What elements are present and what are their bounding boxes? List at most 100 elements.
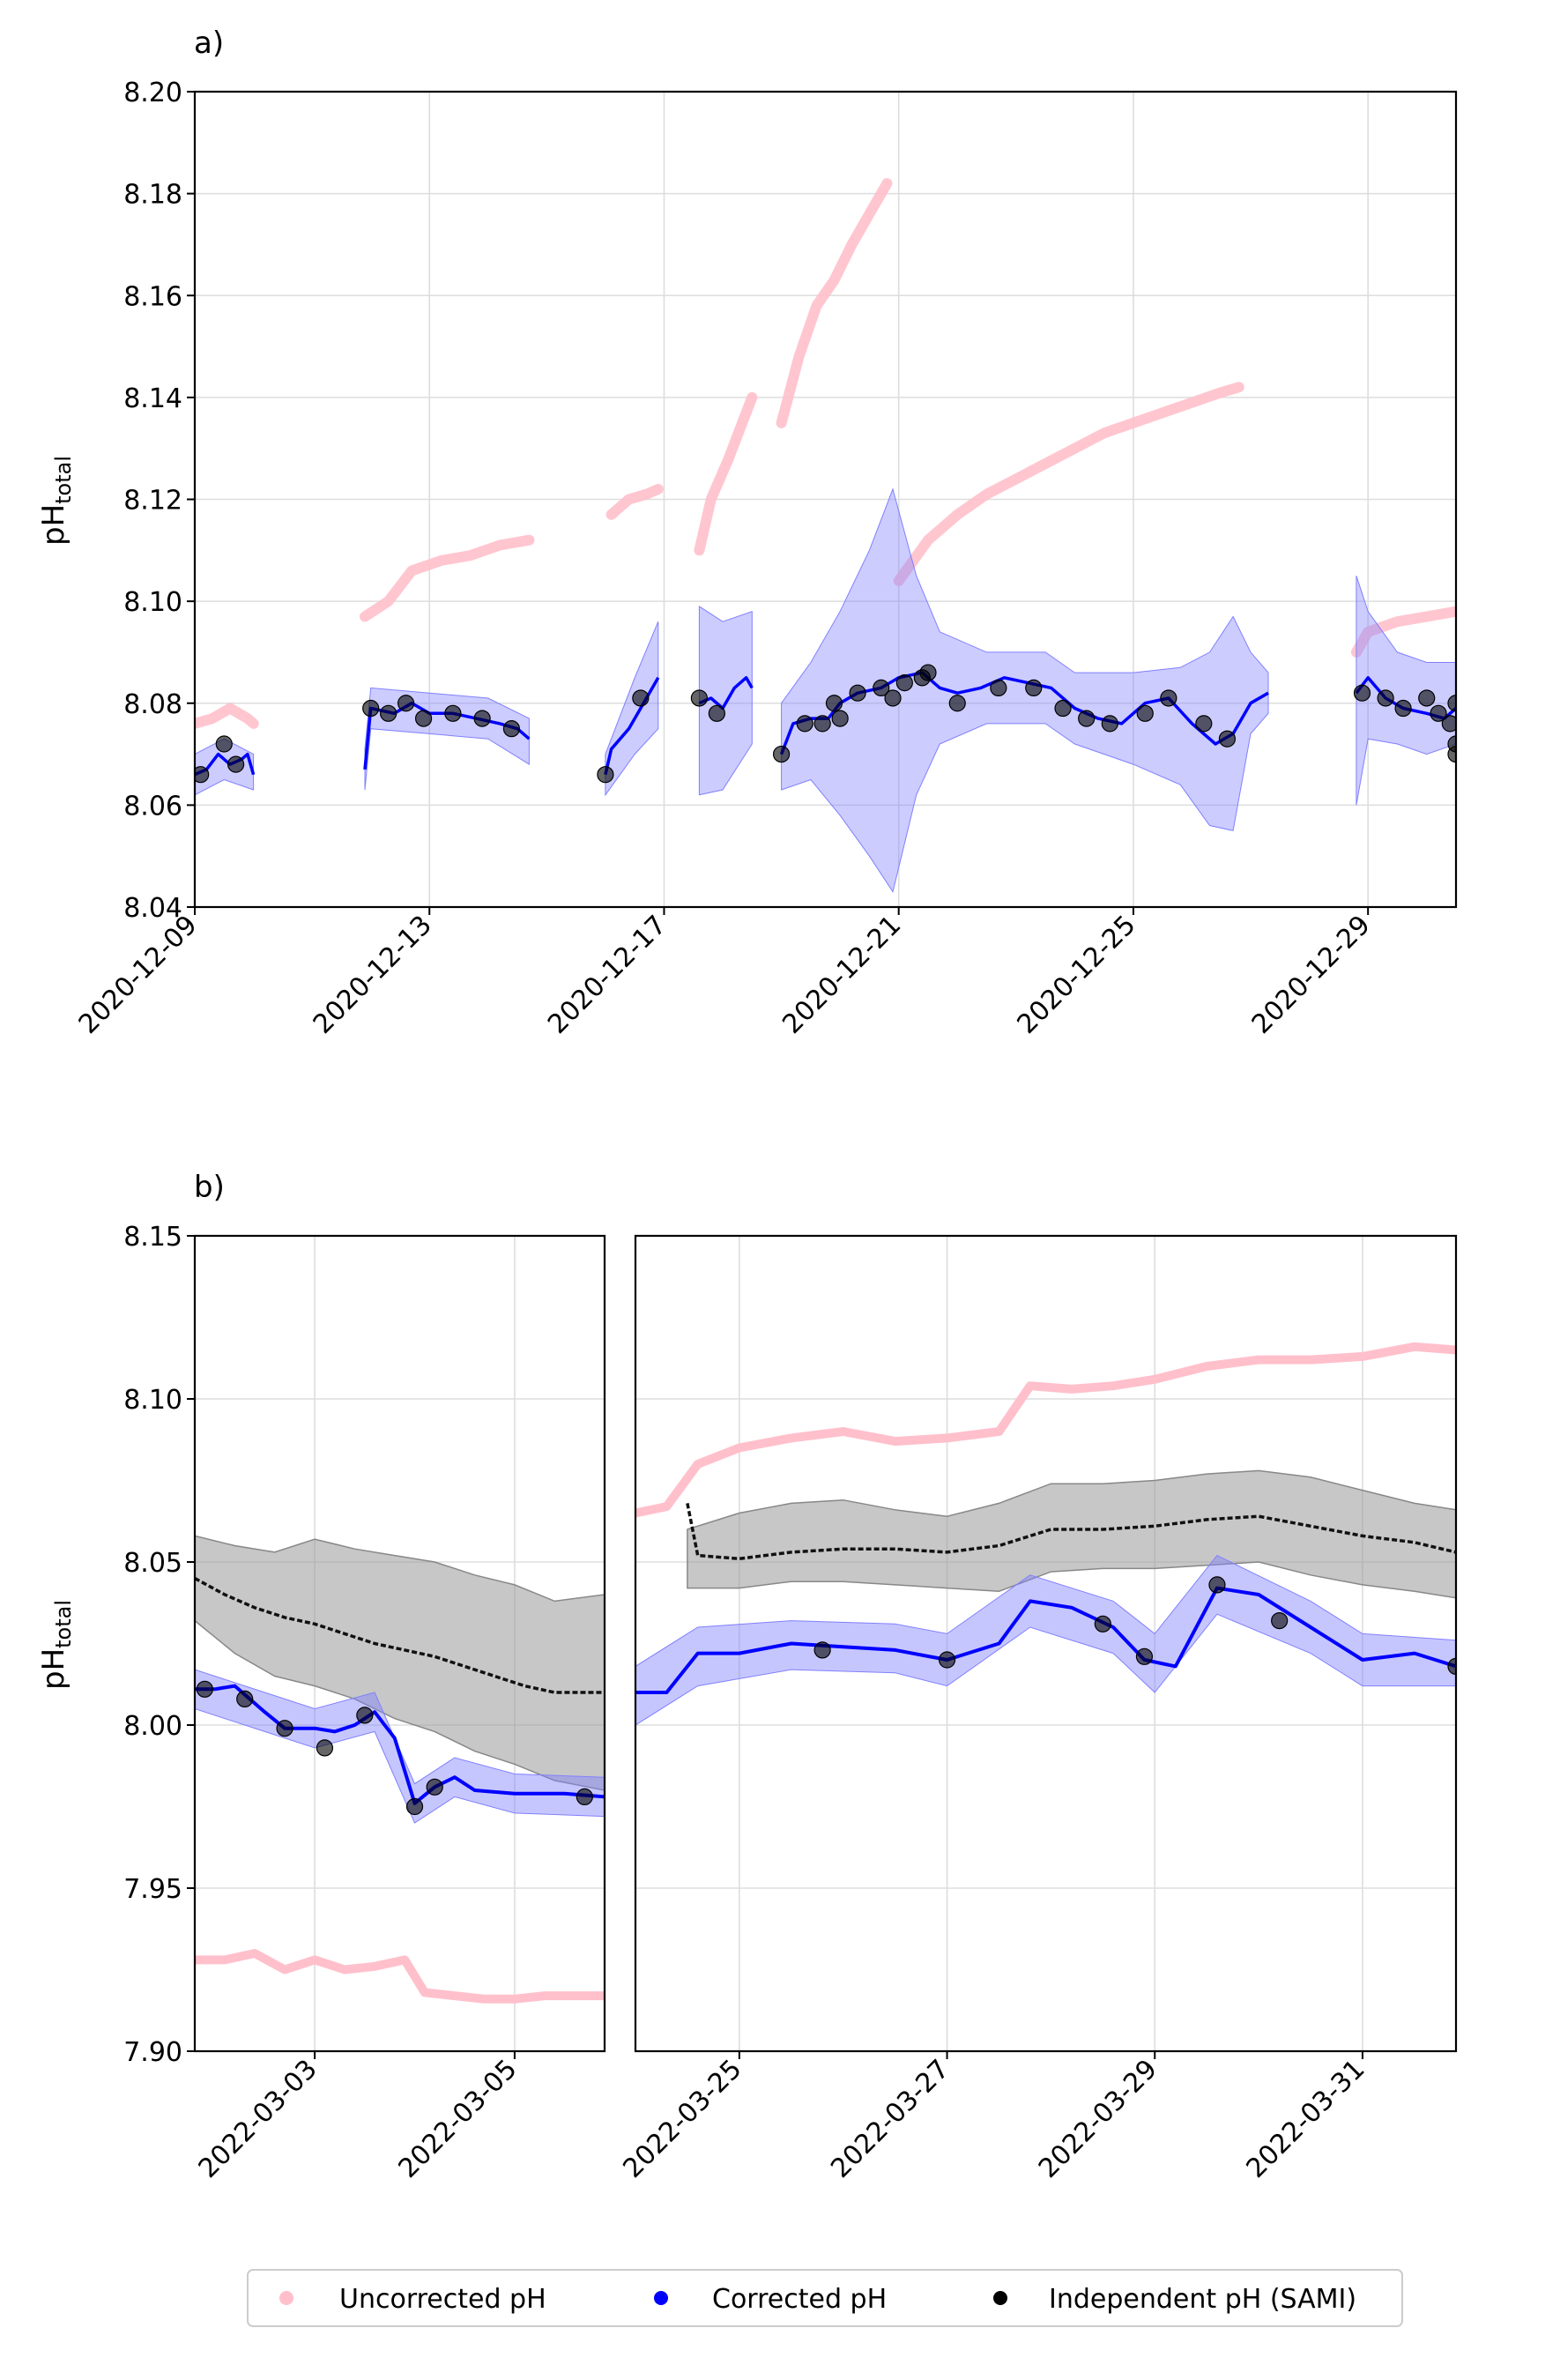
sami-point (1353, 684, 1371, 702)
sami-point (813, 715, 831, 733)
panel-b-left-plot (195, 1535, 605, 2004)
x-tick-label: 2022-03-25 (617, 2054, 747, 2184)
sami-point (1271, 1611, 1289, 1630)
uncorrected-ph-line (776, 178, 893, 428)
uncorrected-ph-line (605, 483, 664, 520)
sami-point (796, 715, 813, 733)
y-tick-label: 8.18 (123, 180, 182, 211)
sami-point (849, 684, 866, 702)
y-tick-label: 8.12 (123, 486, 182, 517)
sami-point (990, 679, 1007, 697)
legend-marker-corrected (654, 2291, 668, 2305)
panel-b-right-frame (634, 1234, 1458, 2053)
sami-line (195, 1576, 605, 1694)
panel-a-label: a) (194, 26, 224, 61)
uncorrected-ph-line (635, 1342, 1456, 1518)
sami-point (473, 710, 491, 727)
y-tick-label: 8.10 (123, 1385, 182, 1416)
sami-point (1094, 1615, 1111, 1633)
sami-point (1025, 679, 1043, 697)
sami-point (426, 1778, 443, 1796)
sami-point (576, 1788, 593, 1806)
sami-point (632, 689, 650, 707)
y-tick-label: 8.06 (123, 791, 182, 822)
sami-point (831, 710, 849, 727)
sami-point (1136, 704, 1154, 722)
corrected-ph-band (635, 1554, 1456, 1726)
corrected-ph-line (635, 1586, 1456, 1694)
sami-point (938, 1651, 956, 1669)
sami-point (380, 704, 397, 722)
corrected-ph-band (1356, 576, 1456, 806)
corrected-ph-band (781, 487, 1269, 893)
panel-b-label: b) (194, 1170, 225, 1205)
legend-label-corrected: Corrected pH (712, 2284, 887, 2315)
sami-point (195, 766, 210, 784)
sami-band (195, 1535, 605, 1791)
sami-point (316, 1739, 334, 1757)
uncorrected-ph-line (360, 534, 535, 622)
uncorrected-ph-line (694, 391, 758, 556)
y-tick-label: 8.08 (123, 689, 182, 720)
sami-point (884, 689, 902, 707)
sami-point (1394, 699, 1412, 718)
corrected-ph-line (698, 676, 754, 710)
sami-point (597, 766, 614, 784)
sami-point (873, 679, 890, 697)
sami-point (414, 710, 433, 727)
sami-point (227, 755, 245, 773)
uncorrected-ph-line (195, 1949, 605, 2004)
sami-point (1447, 745, 1456, 763)
x-tick-label: 2020-12-21 (776, 910, 907, 1040)
x-tick-label: 2022-03-05 (393, 2054, 524, 2184)
sami-point (236, 1690, 254, 1708)
y-tick-label: 7.95 (123, 1874, 182, 1905)
x-tick-label: 2020-12-13 (308, 910, 438, 1040)
sami-point (772, 745, 791, 763)
x-tick-label: 2022-03-27 (825, 2054, 955, 2184)
sami-band (687, 1469, 1456, 1599)
sami-point (1101, 715, 1118, 733)
sami-point (690, 689, 709, 707)
sami-point (1447, 695, 1456, 712)
y-tick-label: 8.05 (123, 1548, 182, 1579)
corrected-ph-line (604, 676, 660, 776)
uncorrected-ph-line (893, 382, 1244, 586)
panel-a-grid (194, 91, 1456, 908)
sami-point (1195, 715, 1213, 733)
legend-label-uncorrected: Uncorrected pH (339, 2284, 546, 2315)
legend: Uncorrected pH Corrected pH Independent … (247, 2269, 1403, 2327)
corrected-ph-line (195, 1684, 605, 1805)
panel-a-plot (195, 178, 1456, 893)
sami-point (502, 720, 521, 738)
sami-point (813, 1641, 831, 1659)
sami-point (1208, 1576, 1226, 1594)
panel-b-right-plot (635, 1342, 1456, 1726)
sami-point (1430, 704, 1447, 722)
y-tick-label: 8.04 (123, 893, 182, 924)
panel-a-ticks: 8.04 8.06 8.08 8.10 8.12 8.14 8.16 8.18 8.20 2020… (73, 78, 1377, 1040)
x-tick-label: 2022-03-29 (1033, 2054, 1163, 2184)
sami-point (362, 699, 380, 718)
panel-a-ylabel: pHtotal (36, 456, 76, 546)
panel-b-ylabel: pHtotal (36, 1600, 76, 1690)
y-tick-label: 8.00 (123, 1711, 182, 1742)
x-tick-label: 2020-12-25 (1012, 910, 1142, 1040)
sami-point (356, 1707, 374, 1724)
sami-line (686, 1503, 1456, 1561)
corrected-ph-band (195, 1669, 605, 1824)
legend-marker-uncorrected (279, 2291, 293, 2305)
legend-label-sami: Independent pH (SAMI) (1049, 2284, 1356, 2315)
sami-point (1418, 689, 1436, 707)
sami-point (1218, 730, 1237, 747)
sami-point (1441, 715, 1456, 733)
sami-point (276, 1720, 293, 1737)
sami-point (196, 1680, 213, 1698)
sami-point (1135, 1647, 1154, 1665)
sami-point (405, 1797, 424, 1816)
sami-point (1447, 1657, 1456, 1675)
x-tick-label: 2022-03-31 (1241, 2054, 1371, 2184)
legend-box (247, 2269, 1403, 2327)
x-tick-label: 2020-12-09 (73, 910, 204, 1040)
